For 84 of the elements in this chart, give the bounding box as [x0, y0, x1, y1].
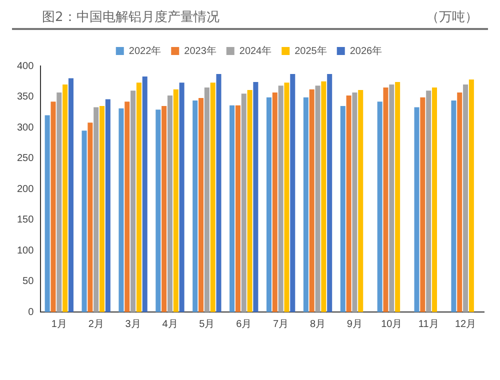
bar: [68, 78, 74, 312]
legend-label: 2023年: [184, 44, 216, 57]
bar: [162, 106, 167, 312]
bar: [118, 108, 124, 312]
x-tick-label: 7月: [273, 318, 289, 330]
bar: [309, 89, 314, 312]
bar: [266, 97, 272, 312]
bar: [235, 105, 240, 312]
bar: [179, 82, 184, 312]
bar: [88, 122, 93, 312]
bar: [346, 96, 352, 312]
x-tick-label: 12月: [454, 318, 476, 330]
y-tick-label: 200: [16, 184, 34, 195]
y-tick-label: 150: [16, 214, 34, 226]
chart-title: 图2：中国电解铝月度产量情况: [42, 9, 220, 26]
bar: [156, 110, 161, 312]
x-tick-label: 1月: [51, 318, 67, 330]
bar: [100, 106, 105, 312]
legend-label: 2025年: [294, 44, 327, 57]
bar: [105, 99, 110, 312]
y-tick-label: 350: [16, 92, 34, 102]
legend-label: 2024年: [239, 44, 272, 57]
bar: [358, 90, 364, 312]
bar: [210, 82, 216, 312]
bar: [457, 92, 462, 312]
bar: [173, 89, 178, 312]
legend-label: 2026年: [350, 44, 382, 57]
bar: [124, 102, 130, 312]
bar: [389, 84, 394, 312]
bar: [377, 102, 382, 312]
bar: [56, 92, 62, 312]
bar: [167, 96, 172, 312]
legend-label: 2022年: [128, 44, 162, 57]
bar: [278, 86, 284, 312]
bar: [204, 88, 210, 312]
bar: [253, 82, 258, 312]
bar: [451, 100, 456, 312]
bar: [136, 82, 142, 312]
bar: [50, 102, 56, 312]
bar: [468, 80, 474, 312]
bar: [247, 90, 252, 312]
y-tick-label: 100: [16, 245, 34, 256]
y-axis-title: （万吨）: [426, 9, 478, 26]
bar: [272, 92, 278, 312]
y-tick-label: 400: [16, 60, 34, 72]
bar: [426, 90, 432, 312]
y-tick-label: 0: [28, 306, 34, 318]
bar: [414, 107, 420, 312]
bar: [383, 88, 388, 312]
bar: [44, 115, 50, 312]
x-tick-label: 4月: [162, 318, 178, 330]
bar: [82, 130, 87, 312]
x-tick-label: 3月: [125, 318, 141, 330]
bar: [241, 94, 246, 312]
y-tick-label: 250: [16, 153, 34, 164]
bar: [463, 84, 468, 312]
bar: [395, 82, 400, 312]
bar: [216, 74, 222, 312]
bar: [198, 98, 204, 312]
x-tick-label: 5月: [199, 318, 215, 330]
bar: [284, 82, 290, 312]
bar: [420, 97, 426, 312]
bar: [290, 74, 296, 312]
bar: [315, 86, 320, 312]
bar: [130, 90, 136, 312]
bar: [432, 88, 438, 312]
x-tick-label: 11月: [418, 318, 439, 330]
bar: [340, 106, 346, 312]
bar: [303, 97, 308, 312]
bar: [192, 100, 198, 312]
bar: [230, 105, 235, 312]
x-tick-label: 10月: [381, 318, 402, 330]
x-tick-label: 2月: [88, 318, 104, 330]
bar: [327, 74, 332, 312]
x-tick-label: 6月: [236, 318, 252, 330]
bar: [352, 92, 358, 312]
bar: [62, 84, 68, 312]
bar: [142, 76, 148, 312]
y-tick-label: 50: [22, 276, 34, 287]
bar: [94, 107, 99, 312]
x-tick-label: 8月: [310, 318, 326, 330]
x-tick-label: 9月: [346, 318, 362, 330]
y-tick-label: 300: [16, 122, 34, 134]
bar: [321, 81, 326, 312]
